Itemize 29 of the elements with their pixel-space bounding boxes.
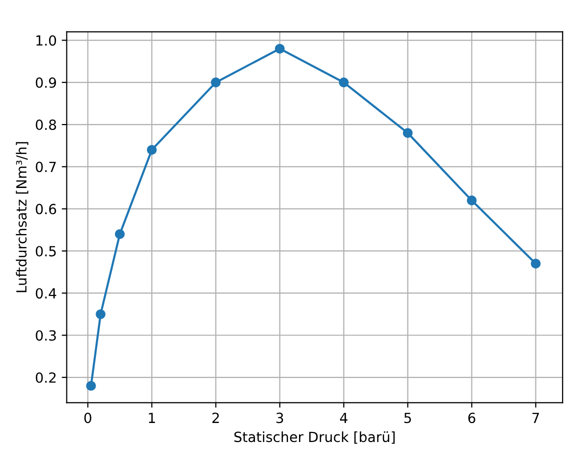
y-axis-title: Luftdurchsatz [Nm³/h] (16, 142, 28, 292)
x-axis-title: Statischer Druck [barü] (234, 431, 395, 444)
y-tick-label: 0.5 (36, 246, 56, 256)
point (402, 128, 413, 138)
y-tick-label: 0.6 (36, 204, 56, 214)
y-tick-label: 1.0 (36, 35, 56, 46)
y-tick-label: 0.2 (36, 372, 56, 383)
x-tick-label: 3 (276, 412, 284, 424)
x-tick-label: 0 (84, 412, 92, 424)
point (210, 78, 221, 88)
y-tick-label: 0.3 (36, 330, 56, 341)
point (466, 196, 477, 206)
y-tick-label: 0.7 (36, 162, 56, 172)
x-tick-label: 7 (532, 412, 539, 423)
y-tick-label: 0.8 (36, 120, 56, 130)
x-tick-label: 1 (148, 412, 155, 423)
point (96, 309, 106, 320)
point (114, 229, 125, 239)
point (86, 380, 96, 391)
y-tick-label: 0.4 (36, 288, 56, 299)
point (146, 144, 157, 155)
x-tick-label: 5 (404, 412, 411, 424)
x-tick-label: 2 (212, 412, 219, 423)
point (530, 258, 541, 268)
x-tick-label: 6 (468, 412, 476, 424)
point (274, 44, 285, 54)
x-tick-label: 4 (340, 412, 348, 423)
point (338, 78, 349, 88)
y-tick-label: 0.9 (36, 77, 56, 88)
